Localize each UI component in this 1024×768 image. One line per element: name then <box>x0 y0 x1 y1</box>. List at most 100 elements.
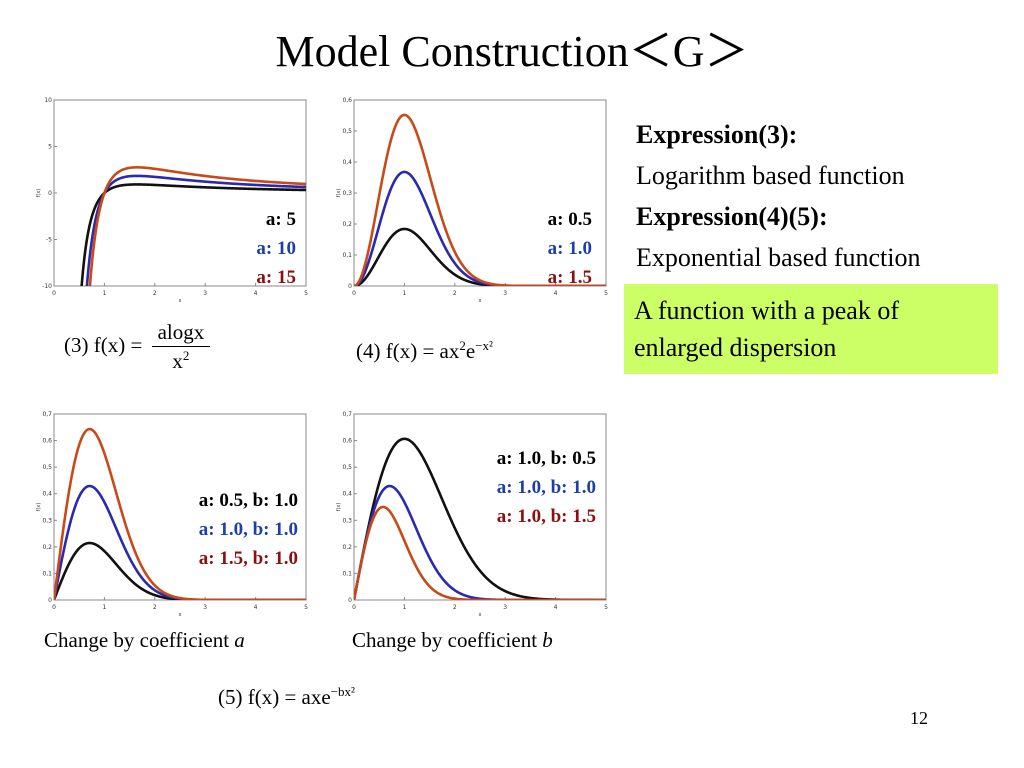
y-tick-label: 0,3 <box>342 190 352 197</box>
y-tick-label: 0,2 <box>42 544 52 551</box>
legend-item-a10-b15: a: 1.0, b: 1.5 <box>496 506 596 527</box>
x-tick-label: 1 <box>102 604 106 611</box>
legend-item-a15: a: 15 <box>256 267 296 288</box>
y-tick-label: 0,4 <box>342 159 352 166</box>
formula-3: (3) f(x) = alogx x2 <box>64 320 211 374</box>
y-tick-label: 0,1 <box>342 252 352 259</box>
x-tick-label: 3 <box>503 604 507 611</box>
expression-3-desc: Logarithm based function <box>636 161 905 190</box>
legend-item-a10-b10: a: 1.0, b: 1.0 <box>198 519 298 540</box>
chart-exp-svg: 0 1 2 3 4 5 0 0,1 0,2 0,3 0,4 0,5 0,6 x f(x) <box>336 97 608 304</box>
x-tick-label: 3 <box>503 290 507 297</box>
y-tick-label: 0,5 <box>342 128 352 135</box>
x-tick-label: 1 <box>102 290 106 297</box>
y-tick-label: 0,5 <box>342 464 352 471</box>
x-axis-label: x <box>479 298 482 304</box>
x-axis-label: x <box>179 298 182 304</box>
x-tick-label: 5 <box>604 290 608 297</box>
x-tick-label: 3 <box>203 290 207 297</box>
caption-b-text: Change by coefficient <box>352 628 543 652</box>
x-tick-label: 4 <box>254 290 258 297</box>
y-tick-label: 0,6 <box>342 97 352 104</box>
legend-item-a10: a: 1.0 <box>547 238 592 259</box>
x-tick-label: 5 <box>304 604 308 611</box>
y-tick-label: 0,7 <box>42 411 52 418</box>
series-line-1 <box>354 227 606 286</box>
chart-coef-a: 0 1 2 3 4 5 0 0,1 0,2 0,3 0,4 0,5 0,6 0,7 x f(x) <box>34 408 310 618</box>
y-tick-label: 0,4 <box>42 491 52 498</box>
y-tick-label: 0,2 <box>342 221 352 228</box>
callout-box: A function with a peak of enlarged dispe… <box>624 284 998 374</box>
y-tick-label: 0 <box>48 597 52 604</box>
expression-45-desc: Exponential based function <box>636 243 921 272</box>
y-tick-label: 0,1 <box>342 570 352 577</box>
formula-3-fraction: alogx x2 <box>151 320 211 374</box>
chart-coef-b: 0 1 2 3 4 5 0 0,1 0,2 0,3 0,4 0,5 0,6 0,7 x f(x) <box>334 408 610 618</box>
formula-5: (5) f(x) = axe−bx² <box>218 684 355 710</box>
formula-4-exponent-2: −x² <box>475 338 493 353</box>
x-tick-label: 4 <box>254 604 258 611</box>
x-axis-label: x <box>179 612 182 618</box>
y-tick-label: 0,3 <box>342 517 352 524</box>
y-tick-label: 0 <box>48 190 52 197</box>
caption-a-var: a <box>234 628 245 652</box>
formula-4: (4) f(x) = ax2e−x² <box>356 338 493 364</box>
y-tick-label: -10 <box>42 283 52 290</box>
y-axis-label: f(x) <box>336 189 342 198</box>
formula-3-den-base: x <box>172 349 183 373</box>
x-tick-label: 3 <box>203 604 207 611</box>
y-tick-label: 5 <box>48 144 52 151</box>
formula-4-e: e <box>465 339 476 363</box>
x-tick-label: 5 <box>604 604 608 611</box>
chart-coef-b-svg: 0 1 2 3 4 5 0 0,1 0,2 0,3 0,4 0,5 0,6 0,7 x f(x) <box>336 411 608 618</box>
x-tick-label: 2 <box>453 604 457 611</box>
x-tick-label: 1 <box>402 604 406 611</box>
legend-item-a10-b05: a: 1.0, b: 0.5 <box>496 448 596 469</box>
y-tick-label: 0,6 <box>342 438 352 445</box>
caption-coef-b: Change by coefficient b <box>352 628 553 653</box>
caption-coef-a: Change by coefficient a <box>44 628 245 653</box>
y-tick-label: 0,6 <box>42 438 52 445</box>
x-tick-label: 1 <box>402 290 406 297</box>
series-line-1 <box>80 183 306 286</box>
series-line-3 <box>354 505 606 600</box>
legend-chart2: a: 0.5 a: 1.0 a: 1.5 <box>520 205 592 292</box>
x-tick-label: 2 <box>153 604 157 611</box>
formula-5-prefix: (5) f(x) = axe <box>218 685 331 709</box>
legend-chart1: a: 5 a: 10 a: 15 <box>230 205 296 292</box>
x-tick-label: 5 <box>304 290 308 297</box>
formula-3-prefix: (3) f(x) = <box>64 332 143 357</box>
x-tick-label: 0 <box>52 290 56 297</box>
y-tick-label: 0,4 <box>342 491 352 498</box>
slide-title: Model Construction＜G＞ <box>275 27 749 76</box>
legend-chart3: a: 0.5, b: 1.0 a: 1.0, b: 1.0 a: 1.5, b:… <box>150 486 298 573</box>
series-line-3 <box>88 166 306 286</box>
series-line-2 <box>85 174 306 286</box>
y-axis-label: f(x) <box>36 189 42 198</box>
formula-3-denominator: x2 <box>152 347 211 374</box>
expression-descriptions: Expression(3): Logarithm based function … <box>636 114 920 278</box>
formula-4-prefix: (4) f(x) = ax <box>356 339 460 363</box>
y-tick-label: 0,2 <box>342 544 352 551</box>
series-line-2 <box>354 170 606 286</box>
x-tick-label: 4 <box>554 604 558 611</box>
caption-b-var: b <box>542 628 553 652</box>
legend-item-a15: a: 1.5 <box>547 267 592 288</box>
y-tick-label: 10 <box>44 97 52 104</box>
formula-3-numerator: alogx <box>151 320 211 347</box>
x-tick-label: 0 <box>52 604 56 611</box>
expression-3-label: Expression(3): <box>636 120 798 149</box>
y-tick-label: 0,3 <box>42 517 52 524</box>
series-line-3 <box>354 113 606 286</box>
legend-item-a10-b10: a: 1.0, b: 1.0 <box>496 477 596 498</box>
formula-4-exponent-1: 2 <box>459 338 466 353</box>
y-tick-label: 0 <box>348 597 352 604</box>
y-tick-label: 0 <box>348 283 352 290</box>
chart-exp-function: 0 1 2 3 4 5 0 0,1 0,2 0,3 0,4 0,5 0,6 x f(x) <box>334 94 610 304</box>
legend-item-a15-b10: a: 1.5, b: 1.0 <box>198 548 298 569</box>
legend-item-a5: a: 5 <box>265 209 296 230</box>
chart-log-svg: 0 1 2 3 4 5 -10 -5 0 5 10 x f(x) <box>36 97 308 304</box>
caption-a-text: Change by coefficient <box>44 628 235 652</box>
x-tick-label: 0 <box>352 604 356 611</box>
legend-chart4: a: 1.0, b: 0.5 a: 1.0, b: 1.0 a: 1.0, b:… <box>448 444 596 531</box>
